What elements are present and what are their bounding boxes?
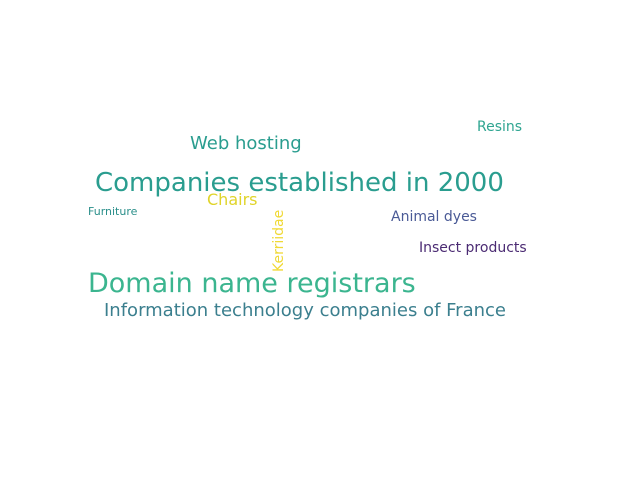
word-kerriidae: Kerriidae xyxy=(271,209,287,272)
word-web-hosting: Web hosting xyxy=(190,133,302,154)
word-insect-products: Insect products xyxy=(419,240,527,256)
word-resins: Resins xyxy=(477,119,523,135)
word-animal-dyes: Animal dyes xyxy=(391,209,477,225)
word-domain-name-registrars: Domain name registrars xyxy=(88,268,416,299)
word-chairs: Chairs xyxy=(207,190,258,209)
word-companies-established-in-2000: Companies established in 2000 xyxy=(95,168,504,198)
word-information-technology-companies-of-france: Information technology companies of Fran… xyxy=(104,300,506,321)
word-furniture: Furniture xyxy=(88,205,138,218)
